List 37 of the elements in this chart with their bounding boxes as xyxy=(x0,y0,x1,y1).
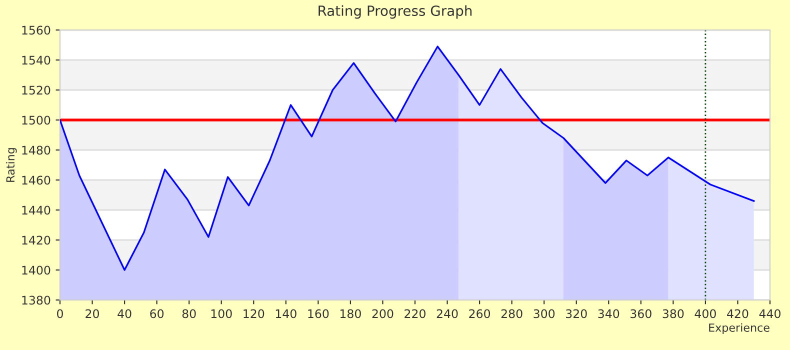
x-tick-label: 220 xyxy=(404,309,426,318)
x-tick-label: 120 xyxy=(244,309,264,318)
x-tick-label: 360 xyxy=(630,309,652,318)
y-tick-label: 1400 xyxy=(22,266,50,275)
x-tick-label: 80 xyxy=(182,309,196,318)
x-tick-label: 60 xyxy=(150,309,164,318)
y-tick-label: 1560 xyxy=(22,26,50,35)
x-tick-label: 100 xyxy=(211,309,232,318)
x-tick-label: 20 xyxy=(86,309,99,318)
y-tick-label: 1480 xyxy=(22,146,50,155)
x-tick-label: 420 xyxy=(727,309,748,318)
x-tick-label: 240 xyxy=(436,309,458,318)
x-tick-label: 340 xyxy=(598,309,620,318)
x-tick-label: 180 xyxy=(340,309,361,318)
x-tick-label: 440 xyxy=(759,309,780,318)
x-tick-label: 260 xyxy=(469,309,490,318)
line-series xyxy=(60,46,755,271)
x-axis-title: Experience xyxy=(709,323,770,334)
y-tick-label: 1520 xyxy=(22,86,50,95)
y-tick-label: 1440 xyxy=(22,206,50,215)
chart-title: Rating Progress Graph xyxy=(318,5,472,19)
x-tick-label: 160 xyxy=(308,309,329,318)
x-tick-label: 400 xyxy=(694,309,716,318)
y-axis-title: Rating xyxy=(6,148,17,182)
x-tick-label: 380 xyxy=(662,309,684,318)
y-tick-label: 1380 xyxy=(22,296,50,305)
x-tick-label: 140 xyxy=(276,309,296,318)
y-tick-label: 1500 xyxy=(22,116,50,125)
x-tick-label: 320 xyxy=(566,309,587,318)
x-tick-label: 40 xyxy=(118,309,132,318)
x-tick-label: 200 xyxy=(372,309,394,318)
y-tick-label: 1540 xyxy=(22,56,50,65)
x-tick-label: 300 xyxy=(534,309,555,318)
y-tick-label: 1460 xyxy=(22,176,50,185)
x-tick-label: 0 xyxy=(57,309,63,318)
y-tick-label: 1420 xyxy=(22,236,50,245)
x-tick-label: 280 xyxy=(501,309,522,318)
